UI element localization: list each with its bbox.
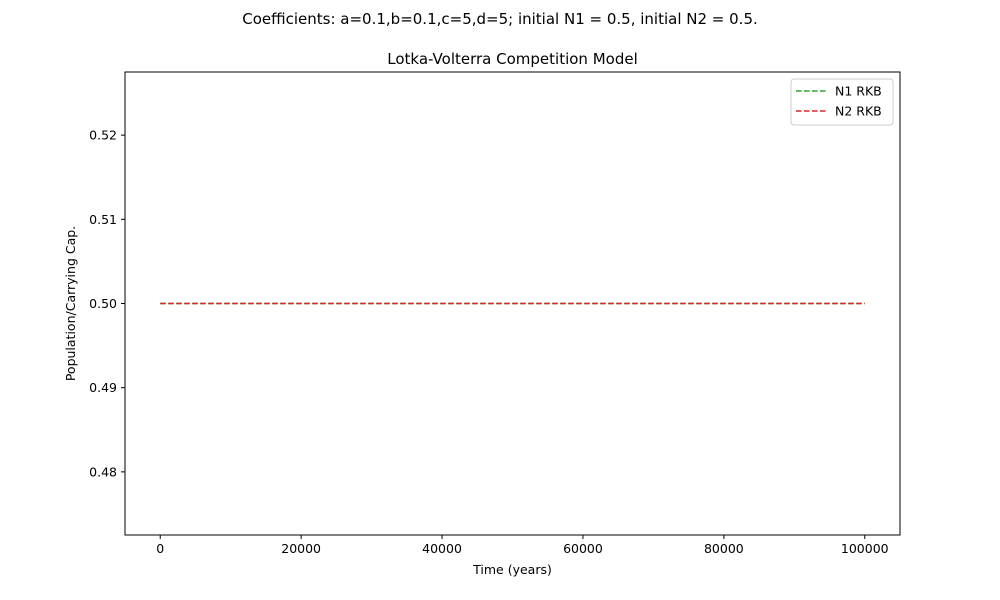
y-tick-label: 0.51 xyxy=(89,212,117,227)
legend-label-n2: N2 RKB xyxy=(835,104,882,119)
y-tick-label: 0.52 xyxy=(89,128,117,143)
x-tick-label: 60000 xyxy=(563,541,603,556)
figure-suptitle: Coefficients: a=0.1,b=0.1,c=5,d=5; initi… xyxy=(242,10,758,28)
x-tick-label: 80000 xyxy=(704,541,744,556)
x-tick-label: 100000 xyxy=(841,541,889,556)
y-axis-label: Population/Carrying Cap. xyxy=(63,226,78,381)
x-tick-label: 0 xyxy=(156,541,164,556)
y-tick-label: 0.50 xyxy=(89,296,117,311)
y-tick-label: 0.49 xyxy=(89,380,117,395)
y-axis-ticks: 0.48 0.49 0.50 0.51 0.52 xyxy=(89,128,125,479)
chart-title: Lotka-Volterra Competition Model xyxy=(387,50,637,68)
legend: N1 RKB N2 RKB xyxy=(790,78,894,126)
x-tick-label: 20000 xyxy=(281,541,321,556)
y-tick-label: 0.48 xyxy=(89,464,117,479)
legend-label-n1: N1 RKB xyxy=(835,84,882,99)
x-axis-ticks: 0 20000 40000 60000 80000 100000 xyxy=(156,535,889,556)
x-axis-label: Time (years) xyxy=(472,562,552,577)
x-tick-label: 40000 xyxy=(422,541,462,556)
